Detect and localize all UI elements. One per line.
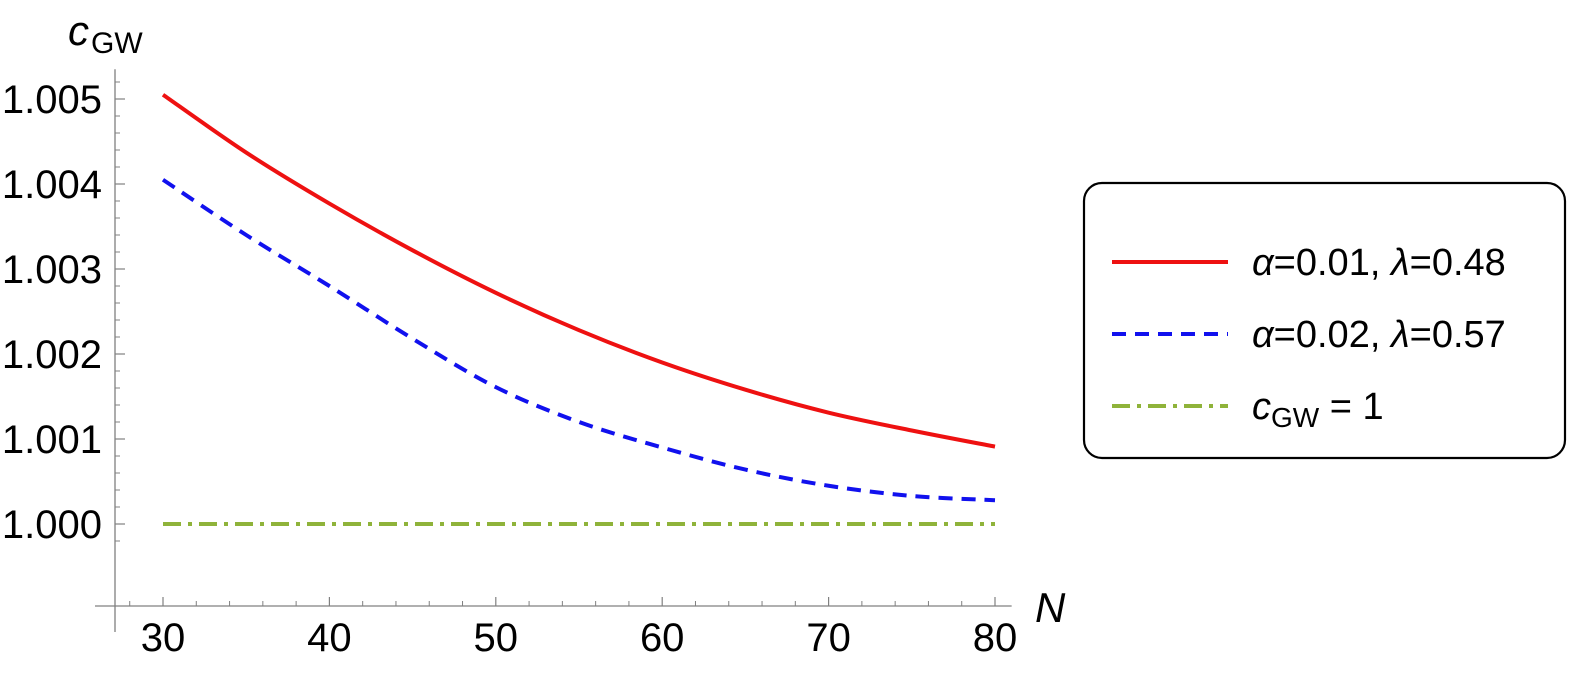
legend-label-3: cGW = 1: [1252, 386, 1384, 433]
legend: α=0.01, λ=0.48 α=0.02, λ=0.57 cGW = 1: [1082, 181, 1567, 460]
y-tick-label: 1.005: [2, 78, 102, 122]
x-tick-label: 50: [474, 616, 519, 660]
x-tick-label: 80: [973, 616, 1018, 660]
x-tick-label: 30: [141, 616, 186, 660]
series-line-1: [161, 93, 996, 449]
legend-box: [1082, 181, 1567, 460]
x-tick-label: 70: [806, 616, 851, 660]
series-line-2: [161, 178, 996, 503]
x-axis-label: N: [1035, 584, 1066, 631]
y-axis-label: cGW: [68, 7, 143, 60]
x-tick-label: 60: [640, 616, 685, 660]
y-tick-label: 1.003: [2, 248, 102, 292]
x-tick-label: 40: [307, 616, 352, 660]
y-tick-label: 1.000: [2, 503, 102, 547]
y-tick-label: 1.001: [2, 418, 102, 462]
legend-label-2: α=0.02, λ=0.57: [1252, 314, 1506, 356]
y-tick-label: 1.004: [2, 163, 102, 207]
y-tick-label: 1.002: [2, 333, 102, 377]
series-lines: [161, 93, 996, 526]
legend-label-1: α=0.01, λ=0.48: [1252, 242, 1506, 284]
axes: 30 40 50 60 70 80 1.000 1.001 1.002 1.003 1.004 1.0…: [2, 7, 1066, 660]
